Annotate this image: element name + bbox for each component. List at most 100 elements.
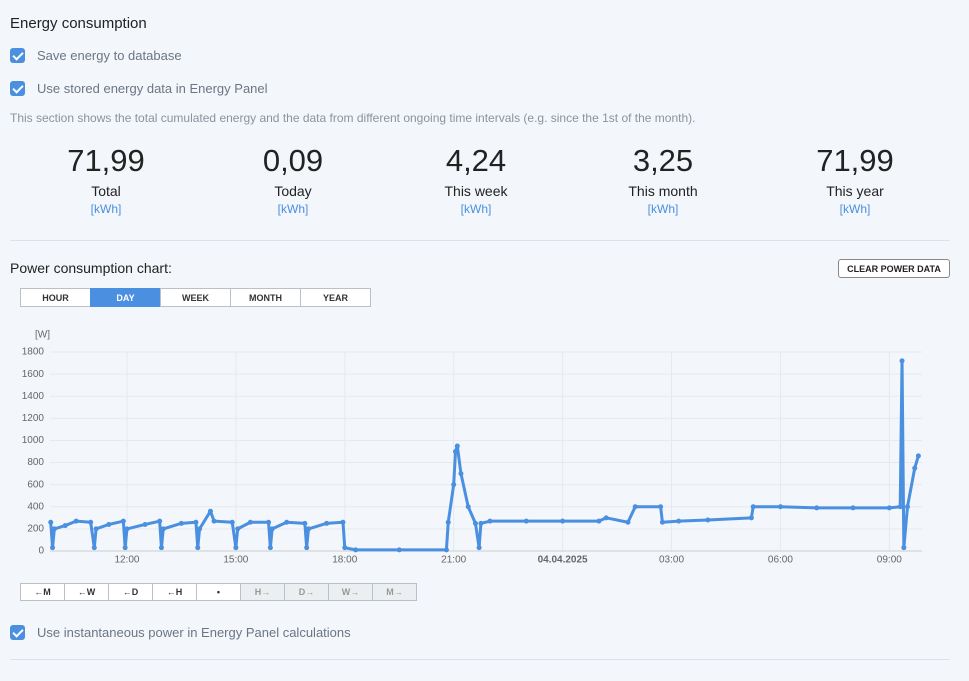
stat: 4,24 This week [kWh] bbox=[381, 143, 571, 216]
x-tick-label: 18:00 bbox=[332, 555, 357, 566]
point bbox=[73, 518, 79, 524]
nav-button[interactable]: • bbox=[196, 583, 241, 601]
stat-value: 71,99 bbox=[816, 143, 894, 178]
point bbox=[267, 545, 273, 551]
y-tick-label: 1800 bbox=[22, 347, 45, 358]
stat: 71,99 Total [kWh] bbox=[11, 143, 201, 216]
point bbox=[814, 505, 820, 511]
point bbox=[340, 519, 346, 525]
y-tick-label: 1200 bbox=[22, 413, 45, 424]
point bbox=[120, 518, 126, 524]
point bbox=[106, 521, 112, 527]
nav-button: D→ bbox=[284, 583, 329, 601]
checkbox[interactable] bbox=[10, 48, 25, 63]
point bbox=[302, 520, 308, 526]
point bbox=[207, 508, 213, 514]
point bbox=[51, 526, 57, 532]
y-tick-label: 0 bbox=[38, 546, 44, 557]
point bbox=[158, 545, 164, 551]
point bbox=[443, 547, 449, 553]
y-tick-label: 1400 bbox=[22, 391, 45, 402]
nav-button[interactable]: ←M bbox=[20, 583, 65, 601]
point bbox=[596, 518, 602, 524]
stat-unit: [kWh] bbox=[647, 202, 679, 216]
point bbox=[193, 519, 199, 525]
nav-button[interactable]: ←H bbox=[152, 583, 197, 601]
nav-buttons: ←M ←W ←D ←H • H→ D→ W→ M→ bbox=[20, 583, 417, 601]
stat-label: This week bbox=[444, 183, 508, 199]
point bbox=[625, 519, 631, 525]
section-title: Energy consumption bbox=[10, 15, 147, 32]
point bbox=[269, 526, 275, 532]
stat-unit: [kWh] bbox=[277, 202, 309, 216]
point bbox=[850, 505, 856, 511]
tab[interactable]: MONTH bbox=[230, 288, 301, 307]
stat: 0,09 Today [kWh] bbox=[198, 143, 388, 216]
point bbox=[454, 443, 460, 449]
checkbox[interactable] bbox=[10, 81, 25, 96]
point bbox=[160, 526, 166, 532]
point bbox=[603, 515, 609, 521]
option: Use instantaneous power in Energy Panel … bbox=[10, 625, 351, 640]
point bbox=[676, 518, 682, 524]
nav-button[interactable]: ←W bbox=[64, 583, 109, 601]
divider bbox=[10, 240, 950, 241]
chart-title: Power consumption chart: bbox=[10, 260, 172, 276]
tab[interactable]: WEEK bbox=[160, 288, 231, 307]
point bbox=[472, 520, 478, 526]
stat-label: Total bbox=[91, 183, 121, 199]
point bbox=[304, 545, 310, 551]
point bbox=[157, 518, 163, 524]
x-tick-label: 06:00 bbox=[768, 555, 793, 566]
y-axis-label: [W] bbox=[35, 330, 50, 341]
stat-value: 3,25 bbox=[632, 143, 694, 178]
clear-button[interactable]: CLEAR POWER DATA bbox=[838, 259, 950, 278]
stat: 3,25 This month [kWh] bbox=[568, 143, 758, 216]
stat: 71,99 This year [kWh] bbox=[760, 143, 950, 216]
point bbox=[142, 521, 148, 527]
point bbox=[197, 526, 203, 532]
point bbox=[560, 518, 566, 524]
y-tick-label: 200 bbox=[27, 524, 44, 535]
tab[interactable]: YEAR bbox=[300, 288, 371, 307]
divider bbox=[10, 659, 950, 660]
point bbox=[523, 518, 529, 524]
point bbox=[266, 519, 272, 525]
point bbox=[324, 520, 330, 526]
point bbox=[62, 523, 68, 529]
point bbox=[705, 517, 711, 523]
stat-label: This month bbox=[628, 183, 698, 199]
point bbox=[453, 449, 459, 454]
point bbox=[122, 545, 128, 551]
checkbox[interactable] bbox=[10, 625, 25, 640]
point bbox=[284, 519, 290, 525]
stat-label: Today bbox=[274, 183, 312, 199]
chart: [W] 0 200 400 600 800 1000 1200 1400 1600 1800 12:… bbox=[22, 330, 922, 566]
stat-unit: [kWh] bbox=[839, 202, 871, 216]
stat-value: 71,99 bbox=[67, 143, 145, 178]
x-tick-label: 12:00 bbox=[114, 555, 139, 566]
y-tick-label: 1000 bbox=[22, 435, 45, 446]
point bbox=[458, 471, 464, 477]
tab[interactable]: DAY bbox=[90, 288, 161, 307]
point bbox=[195, 545, 201, 551]
point bbox=[658, 504, 664, 510]
y-tick-label: 400 bbox=[27, 501, 44, 512]
y-tick-label: 1600 bbox=[22, 369, 45, 380]
option-label: Save energy to database bbox=[37, 48, 182, 63]
point bbox=[750, 504, 756, 510]
stat-label: This year bbox=[826, 183, 884, 199]
description: This section shows the total cumulated e… bbox=[10, 111, 696, 125]
stat-unit: [kWh] bbox=[460, 202, 492, 216]
tab[interactable]: HOUR bbox=[20, 288, 91, 307]
option-label: Use stored energy data in Energy Panel bbox=[37, 81, 268, 96]
point bbox=[305, 526, 311, 532]
option-label: Use instantaneous power in Energy Panel … bbox=[37, 625, 351, 640]
nav-button[interactable]: ←D bbox=[108, 583, 153, 601]
point bbox=[50, 545, 56, 551]
point bbox=[904, 504, 910, 510]
point bbox=[247, 519, 253, 525]
stat-value: 4,24 bbox=[445, 143, 507, 178]
x-tick-label: 04.04.2025 bbox=[538, 555, 588, 566]
point bbox=[632, 504, 638, 510]
